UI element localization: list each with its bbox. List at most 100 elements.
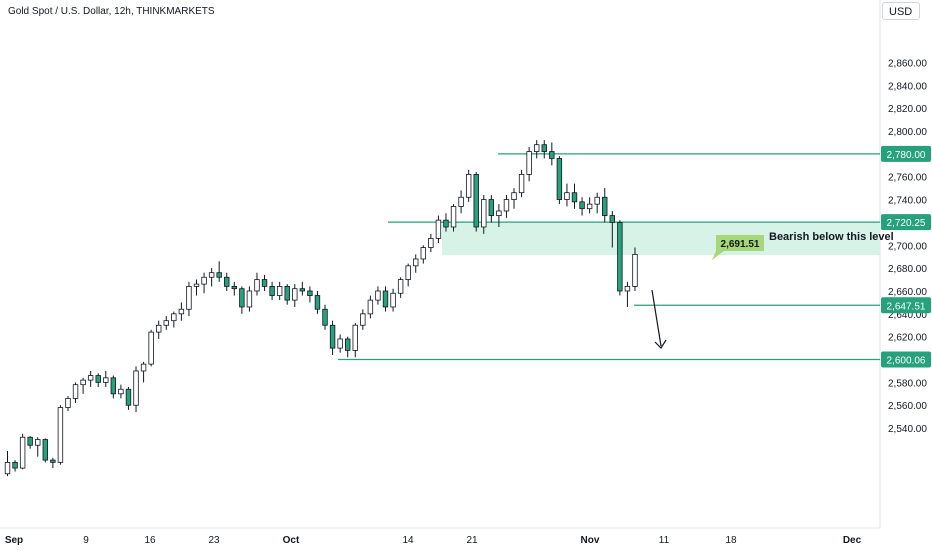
level-price-text: 2,647.51 <box>887 301 926 312</box>
candle-body <box>57 407 64 463</box>
candle-body <box>261 279 268 287</box>
x-tick-label: Sep <box>5 535 23 546</box>
candle-body <box>382 290 389 308</box>
candle-body <box>571 192 578 203</box>
candle-body <box>307 290 313 296</box>
candle-body <box>193 283 200 287</box>
candle-body <box>344 338 351 351</box>
candle-body <box>133 370 139 406</box>
x-tick-label: Oct <box>283 535 300 546</box>
candle-body <box>299 288 306 292</box>
candle-body <box>216 272 222 278</box>
candle-body <box>65 397 71 408</box>
candle-body <box>624 286 631 292</box>
x-tick-label: 11 <box>659 535 670 546</box>
candle-body <box>292 288 298 301</box>
x-tick-label: Dec <box>843 535 862 546</box>
candle-body <box>42 439 48 461</box>
candle-body <box>118 388 124 395</box>
x-tick-label: 9 <box>83 535 89 546</box>
candle-body <box>586 203 593 210</box>
y-tick-label: 2,800.00 <box>888 127 927 138</box>
candle-body <box>360 313 366 326</box>
x-tick-label: Nov <box>581 535 600 546</box>
level-price-tag <box>881 297 931 314</box>
candle-body <box>35 439 41 446</box>
candle-body <box>390 292 396 308</box>
level-price-text: 2,720.25 <box>887 218 926 229</box>
candle-body <box>246 290 253 308</box>
candle-body <box>80 379 86 386</box>
candle-body <box>337 338 343 349</box>
candle-body <box>72 384 79 399</box>
y-tick-label: 2,580.00 <box>888 378 927 389</box>
candle-body <box>541 144 547 152</box>
level-lines-layer <box>338 153 880 361</box>
candle-body <box>450 206 457 228</box>
candle-body <box>254 279 260 292</box>
candle-body <box>579 201 585 210</box>
candle-body <box>496 210 502 216</box>
candle-body <box>526 151 532 175</box>
candle-body <box>103 377 109 383</box>
x-tick-label: 18 <box>725 535 737 546</box>
arrow-shaft <box>651 289 662 347</box>
y-tick-label: 2,860.00 <box>888 58 927 69</box>
level-price-tag <box>881 214 931 231</box>
candle-body <box>564 192 570 200</box>
candle-body <box>534 144 540 152</box>
candle-body <box>186 286 192 310</box>
candle-body <box>148 331 154 365</box>
time-axis[interactable]: Sep 9 16 23 Oct 14 21 Nov 11 18 Dec <box>5 535 862 546</box>
price-axis[interactable]: 2,540.002,560.002,580.002,600.002,620.00… <box>888 58 927 435</box>
x-tick-label: 16 <box>144 535 156 546</box>
candle-body <box>50 459 56 463</box>
candle-body <box>276 286 283 296</box>
y-tick-label: 2,680.00 <box>888 264 927 275</box>
candle-body <box>375 290 381 301</box>
level-price-tag <box>881 145 931 162</box>
x-tick-label: 14 <box>402 535 414 546</box>
candle-body <box>87 375 94 381</box>
candle-body <box>617 222 623 292</box>
candle-body <box>4 461 11 475</box>
candle-body <box>488 199 495 216</box>
x-tick-label: 23 <box>208 535 220 546</box>
candle-body <box>155 324 162 333</box>
candle-body <box>465 174 472 198</box>
candle-body <box>473 174 479 228</box>
candle-body <box>284 286 290 301</box>
candle-body <box>95 375 101 383</box>
candle-body <box>518 174 525 194</box>
callout-text: 2,691.51 <box>721 239 760 250</box>
candle-body <box>632 254 638 287</box>
candle-body <box>609 215 615 223</box>
demand-zone-layer <box>442 222 880 255</box>
candle-body <box>171 313 177 322</box>
y-tick-label: 2,820.00 <box>888 104 927 115</box>
candle-body <box>224 276 230 287</box>
chart-title: Gold Spot / U.S. Dollar, 12h, THINKMARKE… <box>8 6 215 17</box>
candle-body <box>269 286 275 296</box>
candle-body <box>12 461 18 469</box>
candle-body <box>511 192 517 200</box>
level-price-tag <box>881 351 931 368</box>
level-price-text: 2,780.00 <box>887 150 926 161</box>
candle-body <box>428 238 434 248</box>
level-price-labels: 2,780.00 2,720.25 2,647.51 2,600.06 2,691.51 <box>712 145 931 368</box>
x-tick-label: 21 <box>466 535 478 546</box>
projection-arrow <box>651 289 667 349</box>
currency-button[interactable]: USD <box>882 2 920 20</box>
demand-zone <box>442 222 880 255</box>
candle-body <box>314 295 321 310</box>
candle-body <box>420 247 426 260</box>
candle-body <box>110 377 117 395</box>
callout-bubble <box>712 234 764 260</box>
candle-body <box>201 276 207 285</box>
candle-body <box>481 199 487 228</box>
candle-body <box>231 286 237 290</box>
candle-body <box>443 219 449 228</box>
candle-body <box>413 258 419 267</box>
candle-body <box>602 196 608 216</box>
